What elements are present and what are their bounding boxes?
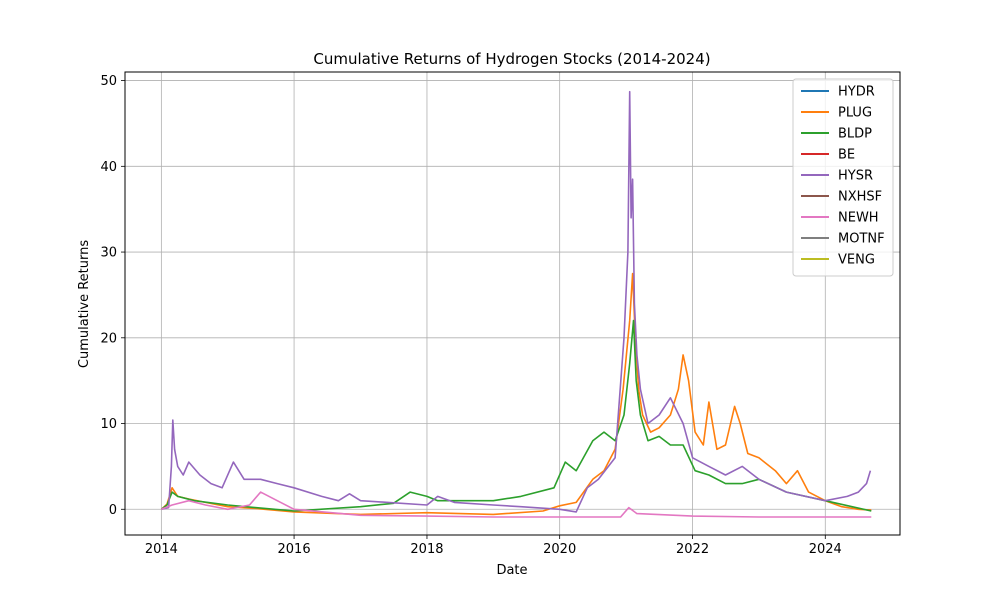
legend-box — [792, 78, 894, 277]
y-tick-label: 10 — [100, 417, 117, 432]
x-tick-label: 2024 — [809, 542, 842, 557]
legend-label-hysr: HYSR — [838, 169, 873, 184]
legend-label-veng: VENG — [838, 253, 875, 268]
chart-title: Cumulative Returns of Hydrogen Stocks (2… — [313, 50, 710, 68]
legend-label-plug: PLUG — [838, 106, 872, 121]
legend-label-hydr: HYDR — [838, 85, 875, 100]
y-tick-label: 0 — [109, 503, 117, 518]
y-tick-label: 30 — [100, 246, 117, 261]
y-axis-label: Cumulative Returns — [77, 240, 92, 368]
x-tick-label: 2022 — [676, 542, 709, 557]
series-line-bldp — [160, 319, 872, 512]
legend-label-newh: NEWH — [838, 211, 879, 226]
y-tick-label: 40 — [100, 160, 117, 175]
series-line-hysr — [161, 90, 872, 513]
series-lines — [160, 90, 872, 518]
y-tick-label: 50 — [100, 74, 117, 89]
x-tick-label: 2020 — [543, 542, 576, 557]
legend-label-nxhsf: NXHSF — [838, 190, 882, 205]
legend: HYDR PLUG BLDP BE HYSR NXHSF NEWH MOTNF VENG — [792, 78, 894, 277]
x-tick-label: 2014 — [145, 542, 178, 557]
legend-label-bldp: BLDP — [838, 127, 872, 142]
series-line-newh — [161, 491, 872, 518]
y-axis: 0 10 20 30 40 50 — [100, 74, 125, 518]
series-line-plug — [160, 272, 872, 516]
x-tick-label: 2016 — [278, 542, 311, 557]
legend-label-be: BE — [838, 148, 855, 163]
legend-label-motnf: MOTNF — [838, 232, 885, 247]
plot-frame — [124, 71, 901, 536]
grid — [125, 72, 900, 535]
x-tick-label: 2018 — [410, 542, 443, 557]
x-axis: 2014 2016 2018 2020 2022 2024 — [145, 535, 842, 557]
x-axis-label: Date — [496, 563, 527, 578]
y-tick-label: 20 — [100, 331, 117, 346]
